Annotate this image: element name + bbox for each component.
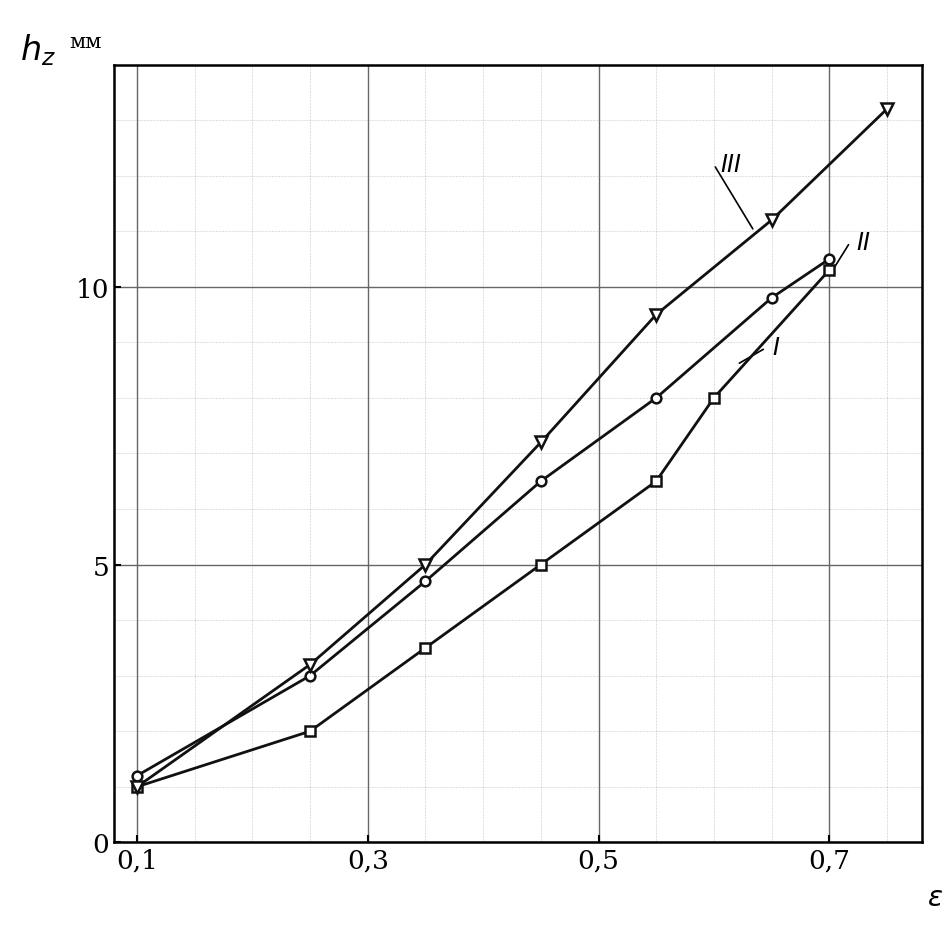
- Text: $h_z$: $h_z$: [20, 33, 56, 68]
- Text: $II$: $II$: [856, 231, 871, 255]
- Text: $I$: $I$: [771, 337, 780, 360]
- Text: $III$: $III$: [720, 154, 742, 177]
- Text: $\varepsilon$: $\varepsilon$: [927, 885, 943, 912]
- Text: мм: мм: [69, 33, 102, 51]
